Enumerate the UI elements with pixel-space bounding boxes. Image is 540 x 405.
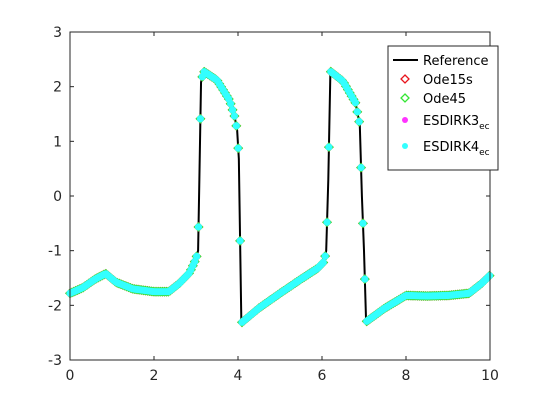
legend-swatch — [402, 143, 408, 149]
legend-label-subscript: ec — [479, 148, 490, 158]
x-tick-label: 8 — [402, 368, 411, 384]
legend-item-ode45: Ode45 — [400, 92, 466, 107]
esdirk4-point — [357, 163, 365, 172]
axes: 0 2 4 6 8 10 -3 -2 -1 0 1 2 3 — [48, 25, 499, 384]
y-tick-label: 0 — [53, 189, 62, 205]
x-tick-label: 10 — [481, 368, 499, 384]
esdirk4-point — [230, 112, 239, 120]
legend-item-reference: Reference — [393, 54, 488, 69]
legend-swatch — [400, 93, 410, 103]
legend-label: ESDIRK4ec — [423, 140, 490, 158]
legend-label-subscript: ec — [479, 122, 490, 132]
esdirk4-point — [355, 118, 363, 126]
esdirk4-point — [359, 219, 367, 227]
x-tick-label: 0 — [66, 368, 75, 384]
plot-area — [65, 66, 495, 328]
y-tick-label: -2 — [48, 298, 62, 314]
legend-item-ode15s: Ode15s — [400, 73, 473, 88]
legend-label: Ode45 — [423, 92, 466, 107]
esdirk4-point — [228, 106, 237, 114]
legend-item-esdirk3: ESDIRK3ec — [402, 114, 490, 132]
esdirk4-point — [351, 99, 359, 107]
esdirk4-point — [353, 108, 361, 116]
y-tick-label: 3 — [53, 25, 62, 41]
legend-label: Ode15s — [423, 73, 473, 88]
legend-swatch — [402, 117, 408, 123]
esdirk4-point — [236, 237, 244, 245]
legend-label: Reference — [423, 54, 488, 69]
esdirk4-point — [321, 252, 329, 260]
legend-swatch — [400, 74, 410, 84]
y-tick-label: 2 — [53, 80, 62, 96]
legend-box — [387, 45, 499, 171]
legend: Reference Ode15s Ode45 ESDIRK3ec ESDIRK4ec — [387, 45, 499, 171]
esdirk4-point — [193, 252, 201, 261]
esdirk4-point — [232, 122, 240, 130]
y-tick-label: 1 — [53, 134, 62, 150]
esdirk4-point — [323, 218, 331, 226]
legend-label: ESDIRK3ec — [423, 114, 490, 132]
x-tick-label: 4 — [234, 368, 243, 384]
esdirk4-point — [196, 115, 205, 123]
legend-item-esdirk4: ESDIRK4ec — [402, 140, 490, 158]
series-esdirk4-markers — [66, 68, 494, 326]
esdirk4-point — [361, 275, 369, 283]
esdirk4-point — [234, 144, 242, 152]
y-tick-label: -1 — [48, 244, 62, 260]
x-tick-label: 6 — [318, 368, 327, 384]
esdirk4-point — [227, 100, 235, 108]
esdirk4-point — [194, 223, 203, 231]
esdirk4-point — [319, 258, 327, 267]
x-tick-label: 2 — [150, 368, 159, 384]
y-tick-label: -3 — [48, 353, 62, 369]
esdirk4-point — [325, 143, 333, 151]
